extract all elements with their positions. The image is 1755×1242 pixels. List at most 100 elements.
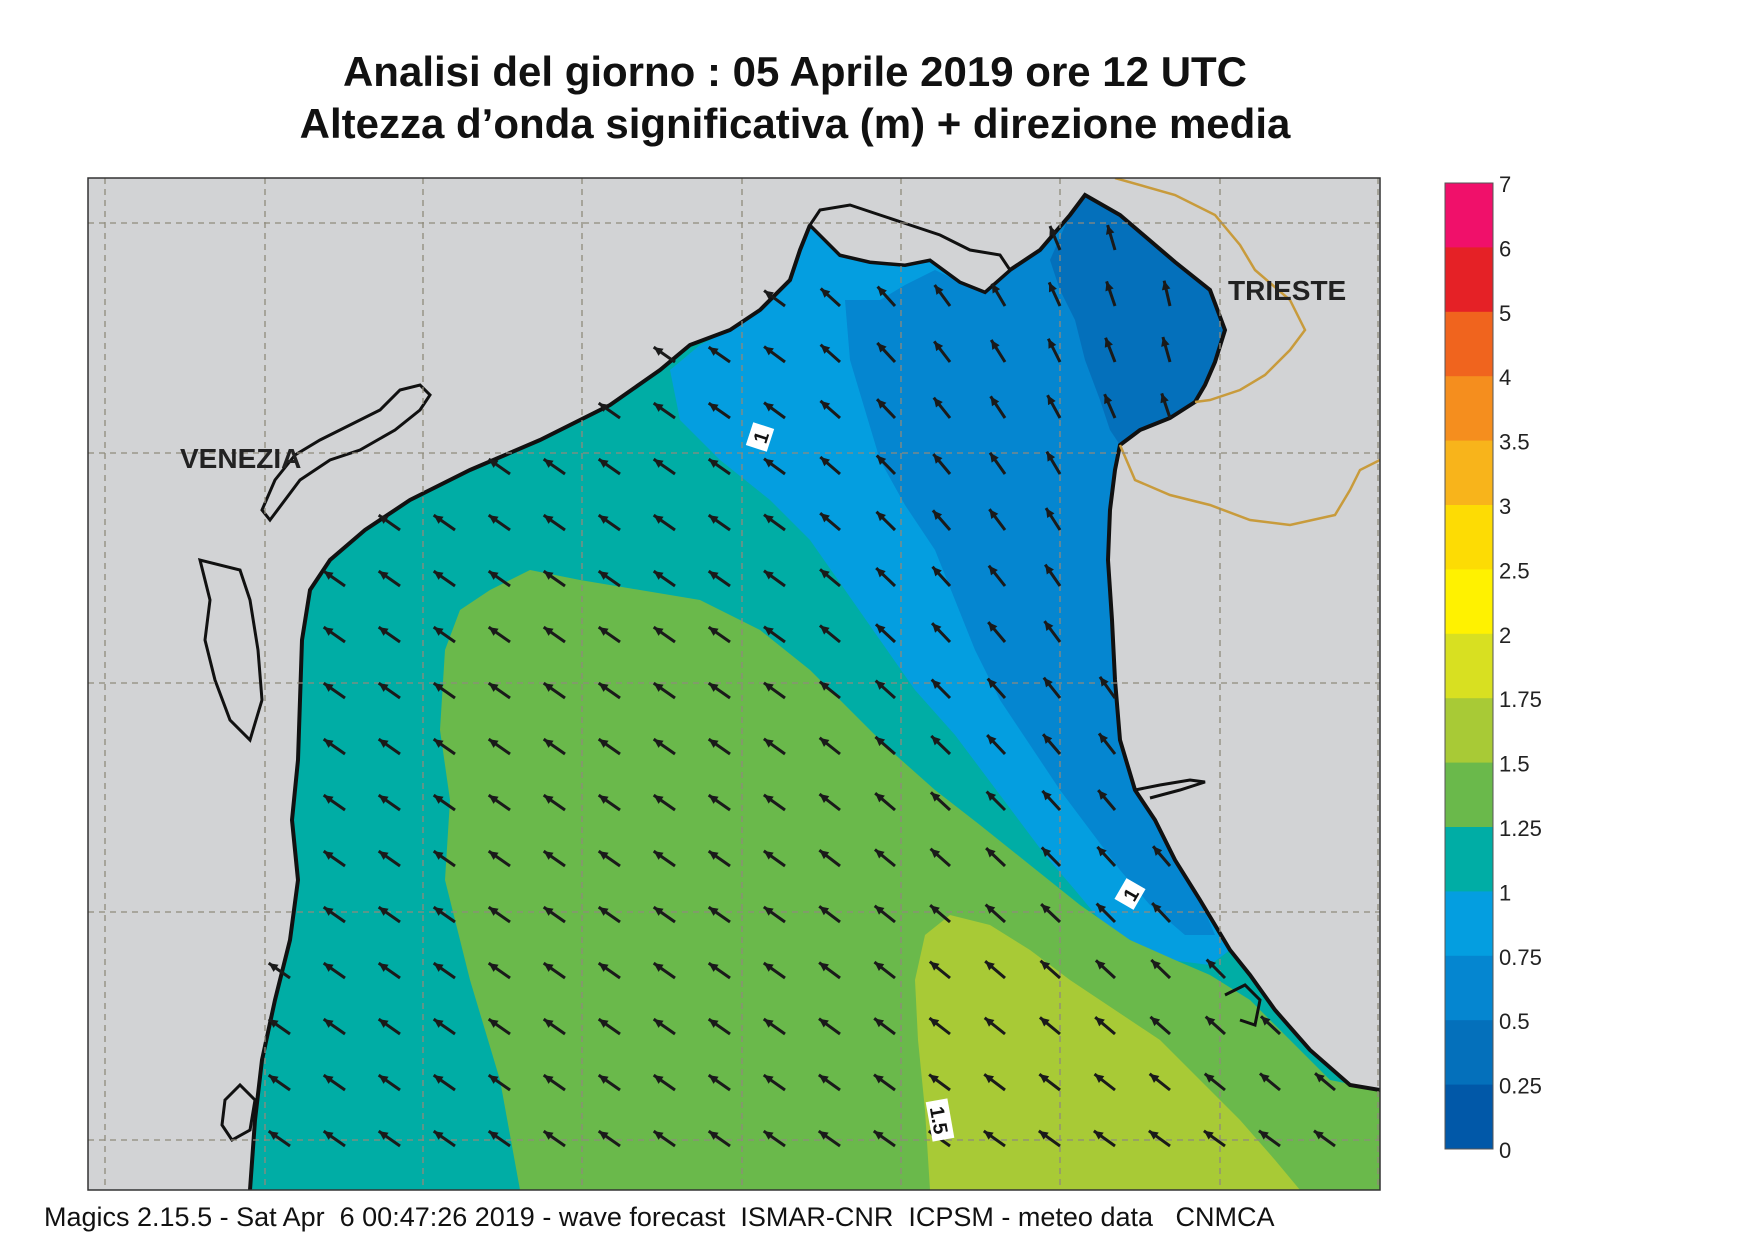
legend-swatch bbox=[1445, 440, 1493, 506]
direction-arrowhead bbox=[1038, 1130, 1049, 1140]
direction-arrowhead bbox=[708, 571, 719, 580]
direction-arrowhead bbox=[934, 341, 944, 352]
direction-arrowhead bbox=[433, 739, 444, 748]
direction-arrowhead bbox=[763, 682, 774, 692]
direction-arrowhead bbox=[708, 403, 719, 412]
direction-arrowhead bbox=[1205, 1016, 1216, 1026]
direction-arrowhead bbox=[378, 795, 389, 804]
direction-arrowhead bbox=[708, 739, 719, 748]
direction-arrowhead bbox=[543, 515, 554, 524]
direction-arrowhead bbox=[598, 1075, 609, 1084]
direction-arrowhead bbox=[1160, 393, 1169, 404]
direction-arrowhead bbox=[1148, 1130, 1159, 1140]
direction-arrowhead bbox=[876, 455, 887, 465]
direction-arrowhead bbox=[488, 571, 499, 580]
direction-arrowhead bbox=[433, 795, 444, 804]
direction-arrowhead bbox=[1048, 338, 1057, 349]
direction-arrowhead bbox=[987, 678, 997, 689]
direction-arrowhead bbox=[1046, 451, 1056, 462]
direction-arrowhead bbox=[1258, 1130, 1269, 1140]
direction-arrowhead bbox=[323, 739, 334, 748]
direction-arrowhead bbox=[1150, 1016, 1161, 1027]
direction-arrowhead bbox=[543, 851, 554, 860]
direction-arrowhead bbox=[1153, 846, 1163, 856]
direction-arrowhead bbox=[989, 509, 999, 520]
direction-arrowhead bbox=[433, 627, 444, 636]
direction-arrowhead bbox=[932, 623, 942, 633]
direction-arrowhead bbox=[598, 403, 609, 412]
direction-arrowhead bbox=[653, 1019, 664, 1028]
direction-arrowhead bbox=[874, 905, 885, 915]
direction-arrowhead bbox=[820, 569, 830, 579]
direction-arrowhead bbox=[820, 457, 830, 467]
direction-arrowhead bbox=[1204, 1073, 1215, 1083]
direction-arrowhead bbox=[984, 1017, 995, 1027]
direction-arrowhead bbox=[598, 851, 609, 860]
direction-arrowhead bbox=[984, 1074, 995, 1084]
direction-arrowhead bbox=[985, 961, 995, 971]
legend-tick-label: 0 bbox=[1499, 1138, 1511, 1163]
contour-label: 1 bbox=[745, 422, 775, 452]
direction-arrowhead bbox=[543, 795, 554, 804]
direction-arrowhead bbox=[818, 1018, 829, 1028]
legend-tick-label: 1.75 bbox=[1499, 687, 1542, 712]
legend-tick-label: 2 bbox=[1499, 623, 1511, 648]
direction-arrowhead bbox=[1203, 1130, 1214, 1140]
direction-arrowhead bbox=[488, 907, 499, 916]
direction-arrowhead bbox=[653, 515, 664, 524]
direction-arrowhead bbox=[268, 1131, 279, 1140]
direction-arrowhead bbox=[1041, 847, 1052, 857]
direction-arrowhead bbox=[986, 848, 996, 858]
direction-arrowhead bbox=[818, 1074, 829, 1084]
direction-arrowhead bbox=[1041, 904, 1051, 914]
direction-arrowhead bbox=[1104, 337, 1113, 348]
direction-arrowhead bbox=[819, 794, 830, 803]
place-label-trieste: TRIESTE bbox=[1228, 275, 1346, 306]
direction-arrowhead bbox=[1313, 1130, 1324, 1140]
legend-tick-label: 2.5 bbox=[1499, 558, 1530, 583]
direction-arrowhead bbox=[820, 400, 831, 411]
direction-arrowhead bbox=[268, 1075, 279, 1084]
direction-arrowhead bbox=[653, 907, 664, 916]
istria-inlet bbox=[1134, 778, 1206, 800]
direction-arrowhead bbox=[1042, 790, 1052, 801]
direction-arrowhead bbox=[653, 851, 664, 860]
direction-arrowhead bbox=[818, 1131, 829, 1140]
legend-tick-label: 3 bbox=[1499, 494, 1511, 519]
legend-swatch bbox=[1445, 569, 1493, 635]
direction-arrowhead bbox=[323, 795, 334, 804]
legend-swatch bbox=[1445, 1020, 1493, 1086]
direction-arrowhead bbox=[323, 851, 334, 860]
direction-arrowhead bbox=[1152, 903, 1162, 913]
direction-arrowhead bbox=[876, 568, 886, 578]
direction-arrowhead bbox=[991, 339, 1000, 350]
map-title: Analisi del giorno : 05 Aprile 2019 ore … bbox=[342, 48, 1248, 95]
direction-arrowhead bbox=[763, 1131, 774, 1140]
legend-frame bbox=[1444, 182, 1494, 1150]
direction-arrowhead bbox=[873, 1131, 884, 1140]
direction-arrowhead bbox=[323, 1131, 334, 1140]
direction-arrowhead bbox=[433, 1075, 444, 1084]
graticule bbox=[88, 178, 1380, 1190]
direction-arrowhead bbox=[930, 848, 941, 859]
direction-arrowhead bbox=[488, 1131, 499, 1140]
direction-arrowhead bbox=[763, 1075, 774, 1084]
direction-arrowhead bbox=[763, 850, 774, 860]
legend-tick-label: 1.5 bbox=[1499, 752, 1530, 777]
direction-arrowhead bbox=[543, 907, 554, 916]
direction-arrowhead bbox=[763, 626, 774, 636]
direction-arrowhead bbox=[488, 683, 499, 692]
wave-direction-arrows bbox=[267, 224, 1336, 1148]
direction-arrowhead bbox=[488, 1075, 499, 1084]
direction-arrowhead bbox=[488, 627, 499, 636]
direction-arrowhead bbox=[598, 795, 609, 804]
direction-arrowhead bbox=[1099, 733, 1109, 744]
direction-arrowhead bbox=[488, 459, 499, 468]
direction-arrowhead bbox=[708, 515, 719, 524]
contour-label: 1.5 bbox=[925, 1098, 955, 1142]
direction-arrowhead bbox=[598, 1131, 609, 1140]
direction-arrowhead bbox=[929, 1018, 940, 1028]
direction-arrowhead bbox=[1043, 677, 1053, 688]
legend-swatch bbox=[1445, 955, 1493, 1021]
